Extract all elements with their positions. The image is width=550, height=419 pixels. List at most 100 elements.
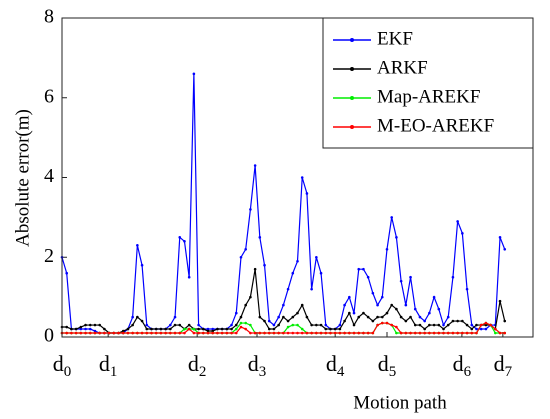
point [465, 331, 469, 335]
point [154, 327, 158, 331]
point [423, 319, 426, 323]
point [159, 331, 163, 335]
point [404, 331, 408, 335]
point [315, 331, 318, 335]
point [211, 327, 215, 331]
point [437, 307, 441, 311]
point [136, 315, 139, 319]
point [239, 321, 243, 325]
point [371, 331, 375, 335]
point [428, 323, 431, 327]
point [333, 327, 337, 331]
point [286, 287, 290, 291]
point [404, 303, 408, 307]
point [390, 323, 394, 327]
point [366, 331, 370, 335]
point [475, 323, 478, 327]
point [65, 325, 69, 329]
point [366, 315, 370, 319]
point [461, 331, 464, 335]
point [286, 325, 290, 329]
point [324, 331, 328, 335]
point [178, 323, 182, 327]
point [178, 236, 182, 239]
point [103, 331, 106, 335]
point [380, 321, 384, 325]
point [470, 323, 474, 327]
point [192, 331, 196, 335]
point [136, 331, 139, 335]
point [65, 331, 69, 335]
y-tick-label: 6 [44, 85, 54, 107]
point [380, 315, 384, 319]
x-tick-label: d0 [53, 351, 72, 380]
point [244, 321, 247, 325]
point [291, 271, 295, 275]
point [456, 220, 459, 223]
point [263, 263, 266, 267]
point [404, 319, 408, 323]
point [117, 331, 120, 335]
point [121, 331, 125, 335]
point [121, 329, 125, 333]
point [131, 323, 134, 327]
point [376, 323, 379, 327]
point [479, 327, 483, 331]
point [461, 319, 464, 323]
point [107, 331, 111, 335]
point [399, 315, 403, 319]
y-tick-label: 0 [44, 325, 54, 347]
point [136, 243, 139, 247]
point [183, 327, 186, 331]
point [244, 247, 247, 251]
point [197, 327, 200, 331]
point [164, 327, 167, 331]
point [399, 331, 403, 335]
point [324, 323, 328, 327]
point [258, 315, 262, 319]
point [484, 323, 488, 327]
point [296, 259, 299, 263]
point [348, 295, 351, 299]
point [418, 315, 422, 319]
point [206, 331, 210, 335]
point [65, 271, 69, 275]
point [357, 267, 361, 271]
point [305, 192, 309, 195]
point [432, 295, 436, 299]
point [263, 319, 266, 323]
point [333, 331, 337, 335]
point [503, 319, 507, 323]
point [206, 329, 210, 333]
point [296, 311, 299, 315]
point [451, 331, 455, 335]
point [169, 327, 172, 331]
legend-label: Map-AREKF [377, 86, 480, 107]
point [145, 331, 149, 335]
point [239, 315, 243, 319]
point [112, 331, 116, 335]
point [451, 319, 455, 323]
point [395, 236, 398, 239]
x-tick-label: d4 [326, 351, 345, 380]
point [225, 331, 229, 335]
point [249, 295, 252, 299]
point [390, 303, 394, 307]
legend-marker [350, 96, 354, 100]
point [291, 323, 295, 327]
point [230, 323, 233, 327]
point [282, 315, 285, 319]
point [88, 323, 92, 327]
point [376, 303, 379, 307]
point [498, 236, 502, 239]
x-axis-label: Motion path [353, 392, 447, 413]
legend-label: ARKF [377, 57, 428, 78]
point [70, 331, 73, 335]
point [88, 327, 92, 331]
point [475, 331, 478, 335]
point [202, 331, 205, 335]
point [418, 331, 422, 335]
point [253, 331, 257, 335]
point [79, 325, 83, 329]
point [494, 331, 497, 335]
